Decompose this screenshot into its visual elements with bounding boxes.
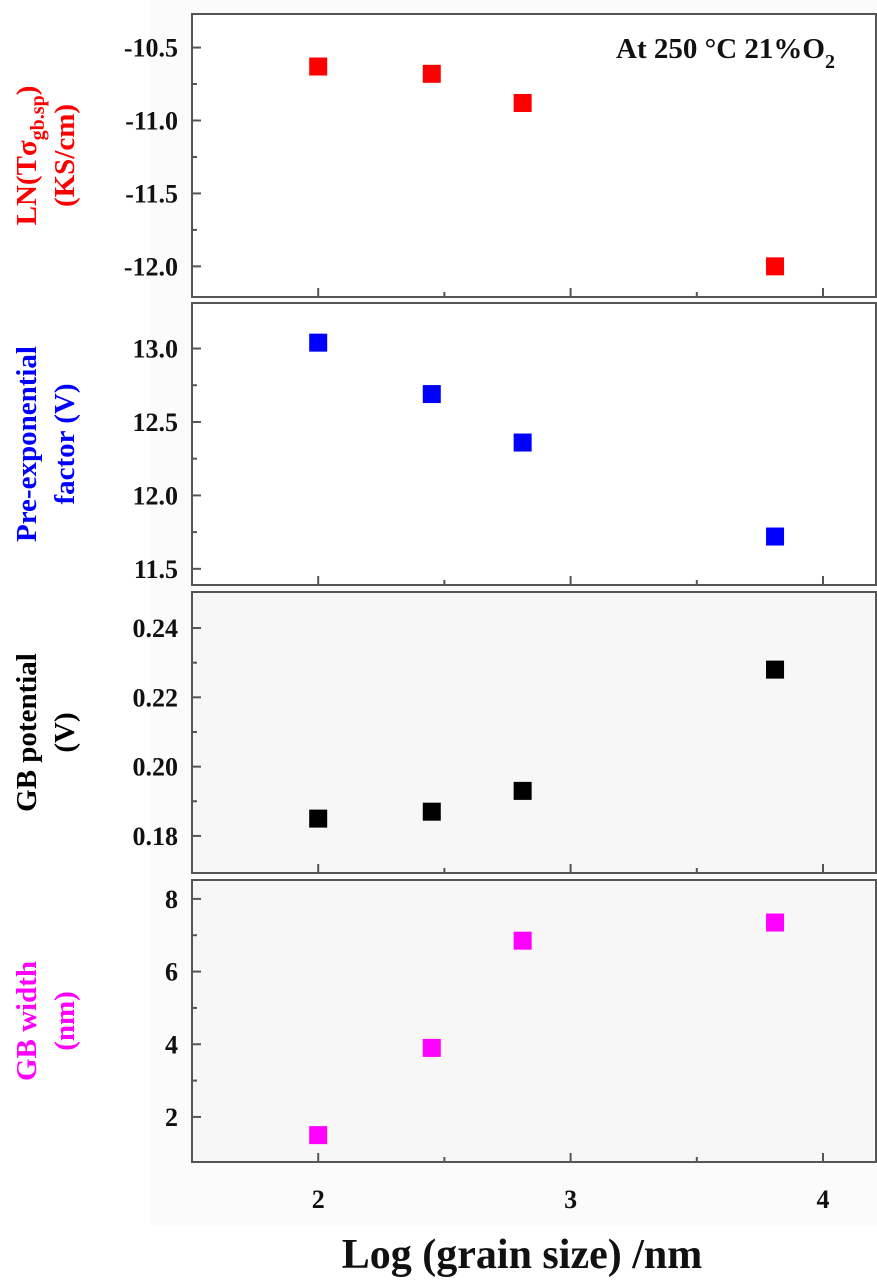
y-tick-label: 12.0 [133, 481, 179, 510]
data-point [513, 433, 532, 452]
data-point [766, 527, 785, 546]
x-axis-label: Log (grain size) /nm [342, 1232, 702, 1278]
y-axis-label-line2: (KS/cm) [49, 104, 81, 207]
y-tick-label: 13.0 [133, 335, 179, 364]
y-axis-label-text: GB potential [11, 653, 43, 812]
y-tick-label: -11.0 [125, 106, 178, 135]
y-tick-label: 8 [165, 885, 178, 914]
y-axis-label-line2: (nm) [49, 991, 81, 1051]
y-tick-label: 6 [165, 958, 178, 987]
annotation-text: At 250 °C 21%O [616, 33, 825, 65]
x-tick-label: 3 [564, 1185, 577, 1214]
data-point [309, 333, 328, 352]
data-point [766, 660, 785, 679]
y-axis-label-text: Pre-exponential [11, 346, 43, 542]
y-tick-label: 12.5 [133, 408, 179, 437]
y-tick-label: 2 [165, 1103, 178, 1132]
panel-frame [191, 302, 877, 586]
y-axis-label-text: GB width [11, 961, 43, 1081]
y-axis-label-line1: GB width [11, 961, 43, 1081]
y-axis-label-line1: LN(Tσgb.sp) [11, 86, 49, 226]
data-point [513, 93, 532, 112]
y-tick-label: -12.0 [124, 252, 178, 281]
y-tick-label: 0.20 [133, 753, 179, 782]
y-tick-label: 0.24 [133, 614, 179, 643]
data-point [422, 64, 441, 83]
y-tick-label: -10.5 [124, 34, 178, 63]
y-axis-label-subscript: gb.sp [27, 95, 49, 140]
panel-2: 13.0 12.5 12.0 11.5 Pre-exponential factor (V… [11, 302, 877, 586]
data-point [513, 931, 532, 950]
annotation-subscript: 2 [825, 51, 835, 73]
x-tick-label: 4 [816, 1185, 829, 1214]
data-point [422, 802, 441, 821]
data-point [513, 781, 532, 800]
panel-frame [191, 13, 877, 298]
panel-3: 0.24 0.22 0.20 0.18 GB potential (V) [11, 591, 877, 874]
panel-frame [191, 879, 877, 1163]
data-point [309, 1126, 328, 1145]
data-point [309, 57, 328, 76]
y-axis-label-text: LN(Tσ [11, 140, 43, 225]
y-axis-label-line1: Pre-exponential [11, 346, 43, 542]
y-tick-label: 0.18 [133, 822, 179, 851]
y-axis-label-line1: GB potential [11, 653, 43, 812]
panel-1: -10.5-11.0-11.5-12.0LN(Tσgb.sp)(KS/cm)At… [11, 13, 877, 298]
data-point [766, 913, 785, 932]
y-tick-label: 11.5 [134, 555, 178, 584]
panel-4: 8 6 4 2 2 3 4 GB width (nm) [11, 879, 877, 1214]
data-point [422, 385, 441, 404]
data-point [309, 809, 328, 828]
data-point [766, 257, 785, 276]
annotation: At 250 °C 21%O2 [616, 33, 835, 73]
y-tick-label: -11.5 [125, 179, 178, 208]
panel-frame [191, 591, 877, 874]
x-tick-label: 2 [312, 1185, 325, 1214]
y-axis-label-line2: (V) [49, 712, 81, 752]
y-tick-label: 0.22 [133, 683, 179, 712]
y-axis-label-close: ) [11, 86, 43, 96]
data-point [422, 1038, 441, 1057]
y-axis-label-line2: factor (V) [49, 383, 81, 504]
y-tick-label: 4 [165, 1030, 178, 1059]
